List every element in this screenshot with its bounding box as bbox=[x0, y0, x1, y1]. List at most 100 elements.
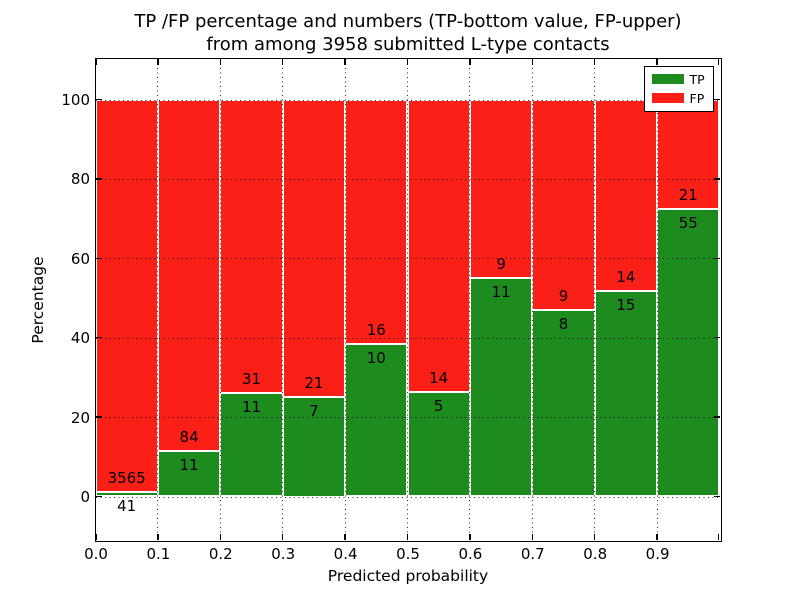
bar-fp-segment bbox=[657, 99, 720, 210]
x-tick-top bbox=[469, 58, 471, 65]
legend: TP FP bbox=[643, 65, 714, 112]
tp-count-label: 7 bbox=[309, 402, 319, 421]
bar-tp-segment bbox=[220, 392, 283, 497]
x-tick-top bbox=[157, 58, 159, 65]
x-tick-bottom bbox=[282, 533, 284, 540]
x-tick-bottom bbox=[157, 533, 159, 540]
chart-title: TP /FP percentage and numbers (TP-bottom… bbox=[96, 11, 720, 56]
horizontal-gridline bbox=[95, 417, 720, 419]
x-tick-label: 0.3 bbox=[271, 545, 296, 563]
y-axis-label: Percentage bbox=[29, 256, 47, 344]
bar-tp-segment bbox=[282, 397, 346, 497]
x-tick-bottom bbox=[656, 533, 658, 540]
bar-tp-segment bbox=[594, 291, 658, 497]
bar-fp-segment bbox=[345, 99, 408, 344]
bar-fp-segment bbox=[95, 99, 158, 492]
y-tick-label: 20 bbox=[70, 408, 90, 427]
y-tick-label: 40 bbox=[70, 329, 90, 348]
bar-tp-segment bbox=[157, 450, 221, 497]
x-tick-bottom bbox=[531, 533, 533, 540]
bar-fp-segment bbox=[594, 99, 658, 292]
y-tick-right bbox=[713, 416, 720, 418]
x-tick-top bbox=[95, 58, 97, 65]
y-tick-right bbox=[713, 337, 720, 339]
bar-tp-segment bbox=[95, 491, 158, 497]
fp-count-label: 21 bbox=[678, 186, 698, 205]
fp-count-label: 9 bbox=[558, 286, 569, 305]
bar-fp-segment bbox=[469, 99, 533, 279]
vertical-gridline bbox=[469, 58, 471, 540]
x-tick-top bbox=[344, 58, 346, 65]
vertical-gridline bbox=[594, 58, 596, 540]
x-tick-label: 0.8 bbox=[583, 545, 608, 563]
bar-fp-segment bbox=[282, 99, 346, 398]
x-tick-label: 0.0 bbox=[84, 545, 108, 563]
tp-count-label: 11 bbox=[241, 397, 262, 416]
bar-tp-segment bbox=[657, 209, 720, 497]
x-tick-label: 0.2 bbox=[208, 545, 233, 563]
y-tick-label: 100 bbox=[61, 91, 90, 109]
legend-label-tp: TP bbox=[689, 71, 705, 87]
vertical-gridline bbox=[407, 58, 408, 540]
y-tick-left bbox=[95, 337, 102, 339]
tp-count-label: 55 bbox=[678, 214, 698, 233]
x-tick-top bbox=[531, 58, 533, 65]
y-tick-right bbox=[713, 257, 720, 259]
bar-fp-segment bbox=[220, 99, 283, 393]
legend-swatch-fp bbox=[651, 93, 684, 103]
x-tick-label: 0.6 bbox=[458, 545, 483, 563]
tp-count-label: 41 bbox=[117, 496, 137, 515]
y-tick-label: 80 bbox=[70, 170, 90, 189]
x-tick-top bbox=[594, 58, 596, 65]
y-tick-right bbox=[713, 495, 720, 498]
y-tick-right bbox=[713, 98, 720, 101]
bar-fp-segment bbox=[532, 99, 595, 310]
x-tick-bottom bbox=[406, 533, 409, 540]
x-tick-bottom bbox=[344, 533, 346, 540]
legend-entry-tp: TP bbox=[651, 71, 706, 87]
tp-count-label: 8 bbox=[558, 314, 569, 333]
vertical-gridline bbox=[157, 58, 159, 540]
x-tick-top bbox=[406, 58, 409, 65]
x-tick-top bbox=[718, 58, 720, 65]
vertical-gridline bbox=[531, 58, 533, 540]
horizontal-gridline bbox=[95, 258, 720, 260]
bar-tp-segment bbox=[345, 343, 408, 497]
x-tick-bottom bbox=[469, 533, 471, 540]
fp-count-label: 9 bbox=[496, 255, 506, 274]
y-tick-left bbox=[95, 178, 102, 180]
y-tick-left bbox=[95, 98, 102, 101]
legend-swatch-tp bbox=[651, 74, 684, 84]
tp-count-label: 15 bbox=[616, 296, 636, 315]
x-tick-bottom bbox=[95, 533, 97, 540]
x-tick-bottom bbox=[718, 533, 720, 540]
horizontal-gridline bbox=[95, 178, 720, 180]
x-tick-label: 0.4 bbox=[333, 545, 358, 563]
tp-count-label: 11 bbox=[179, 455, 199, 474]
fp-count-label: 14 bbox=[429, 369, 449, 388]
fp-count-label: 16 bbox=[366, 320, 386, 339]
x-tick-label: 0.1 bbox=[146, 545, 171, 563]
y-tick-label: 60 bbox=[70, 249, 90, 268]
fp-count-label: 14 bbox=[616, 268, 636, 287]
tp-count-label: 5 bbox=[433, 397, 444, 416]
x-axis-label: Predicted probability bbox=[327, 567, 489, 585]
tp-count-label: 10 bbox=[366, 348, 386, 367]
vertical-gridline bbox=[656, 58, 658, 540]
vertical-gridline bbox=[219, 58, 221, 540]
fp-count-label: 3565 bbox=[107, 468, 146, 487]
y-tick-label: 0 bbox=[80, 488, 90, 506]
bar-tp-segment bbox=[407, 392, 470, 497]
x-tick-label: 0.9 bbox=[645, 545, 670, 563]
plot-area: 3565 41 84 11 31 11 21 7 16 10 14 5 9 11 9 8 14 15 21 55 TP F… bbox=[94, 57, 722, 542]
x-tick-top bbox=[656, 58, 658, 65]
y-tick-left bbox=[95, 416, 102, 418]
fp-count-label: 84 bbox=[179, 427, 199, 446]
horizontal-gridline bbox=[95, 99, 720, 101]
x-tick-top bbox=[219, 58, 221, 65]
x-tick-label: 0.7 bbox=[520, 545, 545, 563]
tp-count-label: 11 bbox=[491, 283, 511, 302]
legend-entry-fp: FP bbox=[651, 92, 706, 105]
fp-count-label: 31 bbox=[241, 369, 262, 388]
